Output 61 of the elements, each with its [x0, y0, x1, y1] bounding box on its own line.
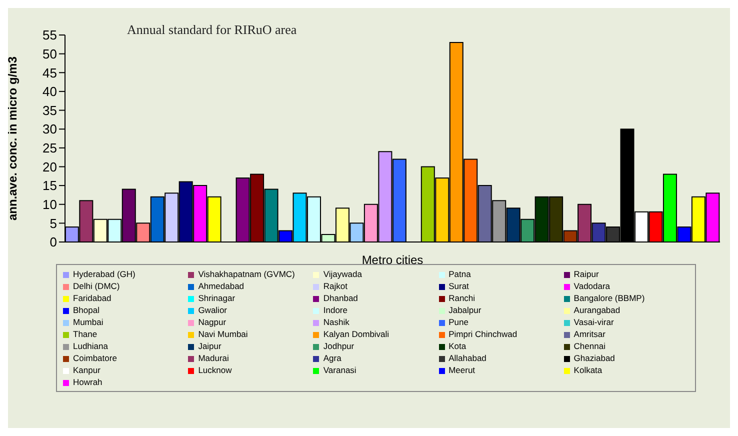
legend-label: Agra: [323, 353, 342, 363]
legend-label: Pune: [448, 317, 468, 327]
legend-label: Jaipur: [198, 341, 222, 351]
y-tick-label: 50: [42, 46, 57, 62]
legend-label: Ghaziabad: [574, 353, 615, 363]
legend-label: Kota: [448, 341, 466, 351]
legend-label: Allahabad: [448, 353, 486, 363]
legend-label: Vadodara: [574, 281, 610, 291]
y-tick-label: 25: [42, 140, 57, 156]
y-tick-label: 55: [42, 28, 57, 43]
legend-label: Kanpur: [73, 365, 100, 375]
legend-label: Pimpri Chinchwad: [448, 329, 518, 339]
legend-label: Thane: [73, 329, 98, 339]
legend-label: Kalyan Dombivali: [323, 329, 390, 339]
legend-label: Vishakhapatnam (GVMC): [198, 269, 295, 279]
legend-label: Ranchi: [448, 293, 476, 303]
legend-label: Ahmedabad: [198, 281, 244, 291]
legend-label: Shrinagar: [198, 293, 236, 303]
legend-label: Raipur: [574, 269, 599, 279]
legend-label: Varanasi: [323, 365, 356, 375]
y-tick-label: 5: [50, 216, 57, 231]
legend-label: Gwalior: [198, 305, 227, 315]
legend-label: Jabalpur: [448, 305, 482, 315]
legend-label: Chennai: [574, 341, 606, 351]
y-tick-label: 40: [42, 84, 57, 100]
y-tick-label: 35: [42, 102, 57, 118]
legend-label: Hyderabad (GH): [73, 269, 136, 279]
chart-title: Annual standard for RIRuO area: [127, 22, 297, 38]
legend-label: Madurai: [198, 353, 229, 363]
legend-label: Indore: [323, 305, 348, 315]
legend-label: Patna: [448, 269, 471, 279]
y-tick-label: 0: [50, 234, 57, 250]
legend-label: Faridabad: [73, 293, 112, 303]
legend-label: Aurangabad: [574, 305, 620, 315]
legend-label: Vasai-virar: [574, 317, 614, 327]
y-axis-title: ann.ave. conc. in micro g/m3: [5, 56, 20, 221]
y-tick-label: 15: [42, 178, 57, 194]
legend-label: Meerut: [448, 365, 476, 375]
legend-label: Amritsar: [574, 329, 606, 339]
y-tick-label: 10: [42, 196, 57, 212]
legend-label: Mumbai: [73, 317, 104, 327]
legend-label: Nagpur: [198, 317, 226, 327]
legend-label: Surat: [448, 281, 469, 291]
x-axis-title: Metro cities: [362, 253, 424, 267]
legend-label: Jodhpur: [323, 341, 354, 351]
y-tick-label: 30: [42, 122, 57, 137]
legend-label: Kolkata: [574, 365, 602, 375]
legend-label: Howrah: [73, 377, 102, 387]
legend-label: Delhi (DMC): [73, 281, 120, 291]
legend-label: Rajkot: [323, 281, 348, 291]
legend-label: Dhanbad: [323, 293, 358, 303]
legend-label: Bangalore (BBMP): [574, 293, 645, 303]
legend-label: Bhopal: [73, 305, 100, 315]
legend-label: Ludhiana: [73, 341, 108, 351]
legend-label: Navi Mumbai: [198, 329, 248, 339]
legend-label: Coimbatore: [73, 353, 117, 363]
legend-label: Nashik: [323, 317, 350, 327]
y-tick-label: 45: [42, 65, 57, 80]
legend-label: Lucknow: [198, 365, 232, 375]
legend-label: Vijaywada: [323, 269, 362, 279]
y-tick-label: 20: [42, 159, 57, 174]
